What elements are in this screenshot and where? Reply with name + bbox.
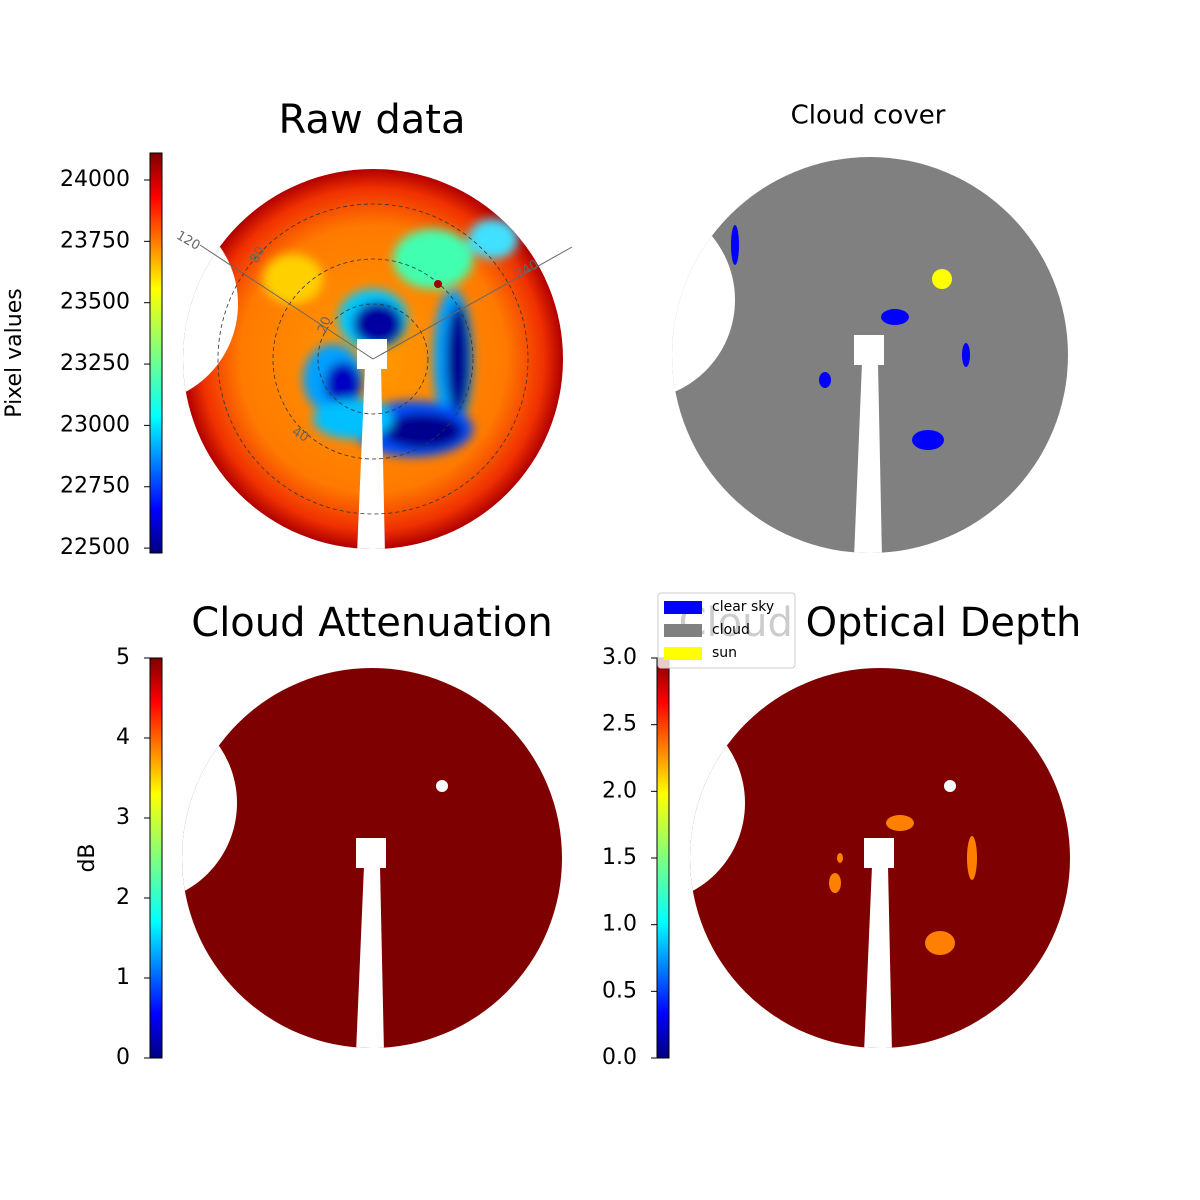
optical-depth-patch bbox=[886, 815, 914, 831]
polar-label: 120 bbox=[173, 228, 202, 253]
clear-sky bbox=[731, 225, 739, 265]
tick-label: 0.5 bbox=[602, 978, 637, 1003]
polar-grid bbox=[217, 203, 529, 515]
mask bbox=[864, 866, 892, 1048]
legend-label: clear sky bbox=[712, 599, 774, 615]
sun-marker bbox=[434, 280, 442, 288]
tick-label: 23250 bbox=[60, 351, 130, 376]
blob bbox=[393, 229, 473, 289]
sun bbox=[932, 269, 952, 289]
tick-label: 4 bbox=[116, 725, 130, 750]
tick-label: 5 bbox=[116, 645, 130, 670]
blobs bbox=[263, 219, 518, 457]
blob bbox=[353, 302, 403, 346]
legend-label: sun bbox=[712, 645, 737, 661]
tick-label: 2.5 bbox=[602, 712, 637, 737]
panel-title: Raw data bbox=[279, 97, 466, 143]
colorbar-label: dB bbox=[75, 843, 100, 872]
legend-swatch bbox=[664, 601, 702, 614]
clear-sky bbox=[819, 372, 831, 388]
polar-label: 20 bbox=[315, 315, 335, 336]
image-content bbox=[672, 157, 1068, 553]
colorbar bbox=[149, 152, 163, 554]
mask bbox=[854, 363, 882, 553]
tick-label: 23750 bbox=[60, 228, 130, 253]
blob bbox=[263, 254, 323, 304]
polar-spoke bbox=[199, 244, 374, 360]
sun-mask bbox=[436, 780, 448, 792]
tick-label: 1 bbox=[116, 965, 130, 990]
optical-depth-patch bbox=[837, 853, 843, 863]
polar-label: 80 bbox=[247, 244, 268, 266]
clear-sky bbox=[962, 343, 970, 367]
tick-label: 2.0 bbox=[602, 778, 637, 803]
legend-swatch bbox=[664, 647, 702, 660]
optical-depth-patch bbox=[967, 836, 977, 880]
tick-label: 23500 bbox=[60, 290, 130, 315]
tick-label: 3 bbox=[116, 805, 130, 830]
blob bbox=[325, 362, 361, 406]
clear-sky bbox=[881, 309, 909, 325]
panel-title: Cloud cover bbox=[791, 101, 946, 131]
image bbox=[672, 157, 1068, 553]
polar-grid bbox=[317, 303, 429, 415]
tick-label: 0.0 bbox=[602, 1045, 637, 1070]
polar-grid bbox=[272, 258, 474, 460]
sun-mask bbox=[944, 780, 956, 792]
tick-label: 2 bbox=[116, 885, 130, 910]
polar-spoke bbox=[372, 246, 573, 360]
mask bbox=[854, 335, 884, 365]
tick-label: 22750 bbox=[60, 474, 130, 499]
legend-label: cloud bbox=[712, 622, 750, 638]
tick-label: 1.0 bbox=[602, 912, 637, 937]
colorbar-label: Pixel values bbox=[2, 288, 27, 417]
optical-depth-patch bbox=[829, 873, 841, 893]
mask bbox=[864, 838, 894, 868]
clear-sky bbox=[912, 430, 944, 450]
colorbar bbox=[656, 657, 670, 1059]
tick-label: 0 bbox=[116, 1045, 130, 1070]
tick-label: 1.5 bbox=[602, 845, 637, 870]
mask bbox=[182, 703, 237, 903]
optical-depth-patch bbox=[925, 931, 955, 955]
mask bbox=[356, 866, 384, 1048]
legend-swatch bbox=[664, 624, 702, 637]
colorbar bbox=[149, 657, 163, 1059]
tick-label: 24000 bbox=[60, 167, 130, 192]
blob bbox=[446, 304, 470, 414]
legend: clear sky cloud sun bbox=[657, 592, 796, 669]
mask bbox=[690, 703, 745, 903]
blob bbox=[468, 219, 518, 259]
blob bbox=[383, 413, 463, 449]
tick-label: 22500 bbox=[60, 535, 130, 560]
tick-label: 3.0 bbox=[602, 645, 637, 670]
mask bbox=[356, 838, 386, 868]
mask bbox=[357, 367, 385, 549]
panel-title: Cloud Attenuation bbox=[191, 600, 552, 646]
image bbox=[182, 668, 562, 1048]
mask bbox=[672, 200, 735, 400]
polar-label: 40 bbox=[289, 424, 311, 445]
tick-label: 23000 bbox=[60, 412, 130, 437]
image-content bbox=[182, 668, 562, 1048]
